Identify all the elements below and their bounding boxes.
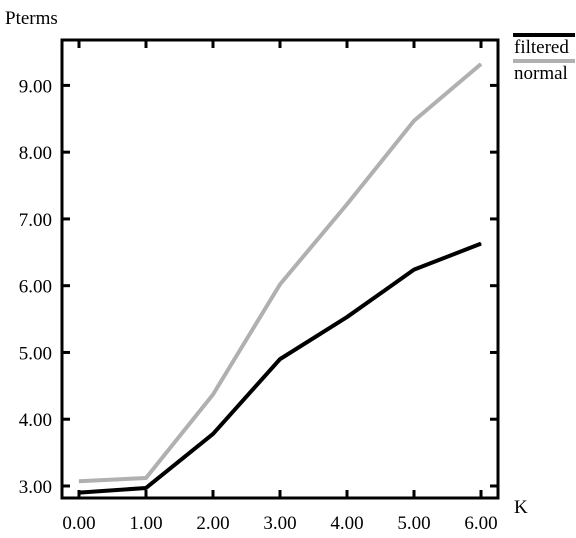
x-tick-label: 5.00 <box>397 513 430 534</box>
data-point-filtered <box>212 433 214 435</box>
plot-frame <box>60 38 500 500</box>
series-line-filtered <box>78 241 482 495</box>
data-point-filtered <box>78 492 80 494</box>
data-point-filtered <box>145 487 147 489</box>
x-tick-label: 0.00 <box>62 513 95 534</box>
x-axis-label: K <box>514 497 528 518</box>
x-tick-label: 2.00 <box>196 513 229 534</box>
y-axis-ticks: 3.00 4.00 5.00 6.00 7.00 8.00 9.00 <box>19 76 498 498</box>
data-point-filtered <box>480 243 482 245</box>
y-tick-label: 8.00 <box>19 143 52 164</box>
y-axis-label: Pterms <box>5 8 58 29</box>
data-point-filtered <box>413 269 415 271</box>
x-tick-label: 6.00 <box>464 513 497 534</box>
x-tick-label: 3.00 <box>263 513 296 534</box>
legend-label-normal: normal <box>514 63 568 84</box>
data-point-normal <box>346 203 348 205</box>
data-point-normal <box>480 63 482 65</box>
data-point-normal <box>413 120 415 122</box>
data-point-normal <box>145 477 147 479</box>
data-point-normal <box>78 480 80 482</box>
y-tick-label: 9.00 <box>19 76 52 97</box>
data-point-filtered <box>279 358 281 360</box>
y-tick-label: 6.00 <box>19 277 52 298</box>
x-axis-ticks: 0.00 1.00 2.00 3.00 4.00 5.00 6.00 <box>62 40 498 534</box>
y-tick-label: 5.00 <box>19 343 52 364</box>
data-point-normal <box>212 394 214 396</box>
x-tick-label: 4.00 <box>330 513 363 534</box>
y-tick-label: 4.00 <box>19 410 52 431</box>
data-point-normal <box>279 283 281 285</box>
series-layer <box>78 62 483 495</box>
y-tick-label: 7.00 <box>19 210 52 231</box>
y-tick-label: 3.00 <box>19 477 52 498</box>
data-point-filtered <box>346 316 348 318</box>
legend: filtered normal <box>513 33 575 84</box>
series-line-normal <box>78 62 483 484</box>
x-tick-label: 1.00 <box>129 513 162 534</box>
legend-label-filtered: filtered <box>514 37 569 58</box>
